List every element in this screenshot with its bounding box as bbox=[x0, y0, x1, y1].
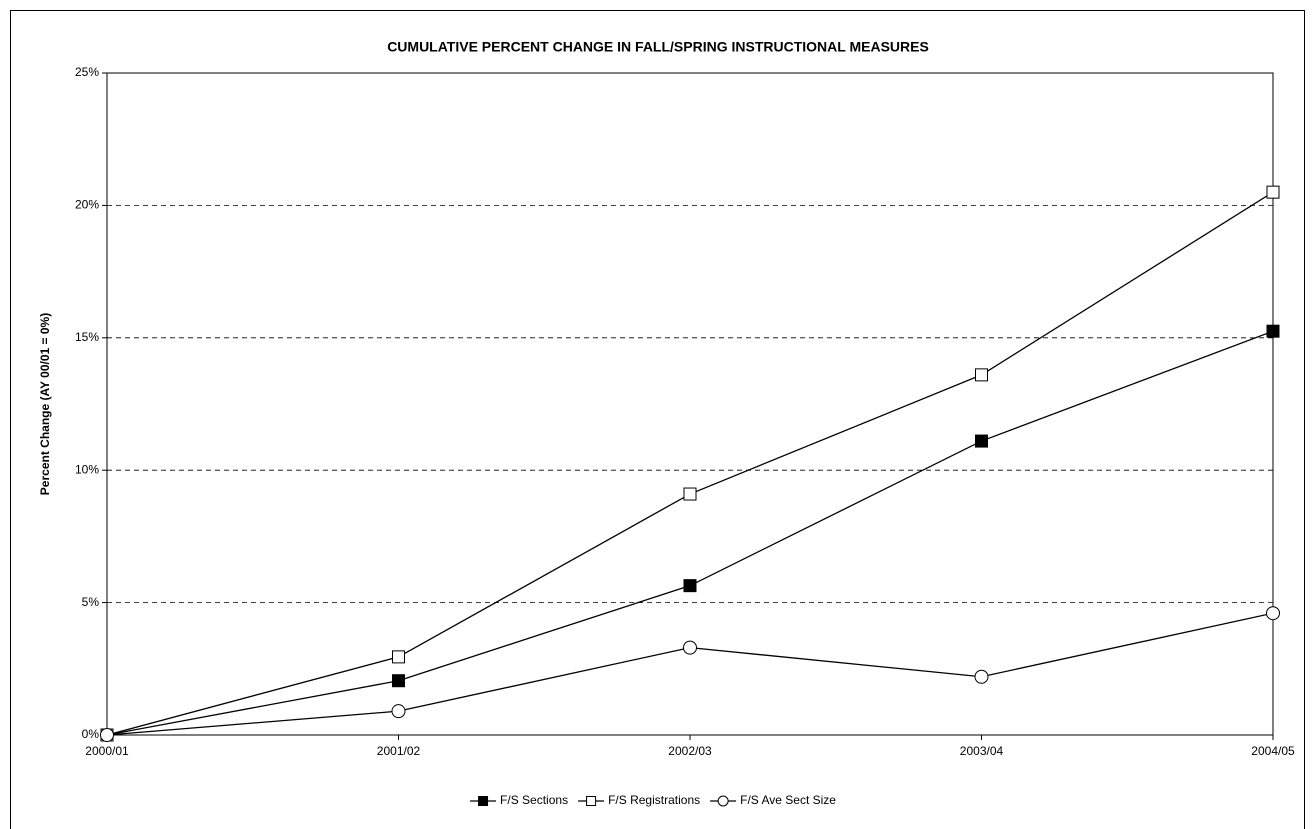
chart-border bbox=[10, 10, 1305, 829]
data-point bbox=[100, 728, 114, 742]
legend-label: F/S Registrations bbox=[608, 793, 700, 807]
data-point bbox=[1266, 185, 1280, 199]
data-point bbox=[683, 487, 697, 501]
data-point bbox=[975, 368, 988, 382]
data-point bbox=[1266, 324, 1280, 338]
x-tick-label: 2000/01 bbox=[85, 744, 129, 758]
data-point bbox=[975, 434, 988, 448]
legend-label: F/S Ave Sect Size bbox=[740, 793, 836, 807]
x-tick-label: 2004/05 bbox=[1251, 744, 1295, 758]
y-tick-label: 25% bbox=[75, 65, 99, 79]
legend: F/S Sections F/S Registrations F/S Ave Sec… bbox=[470, 793, 836, 807]
legend-item: F/S Registrations bbox=[578, 793, 700, 807]
legend-marker bbox=[717, 795, 729, 807]
legend-label: F/S Sections bbox=[500, 793, 568, 807]
data-point bbox=[974, 669, 989, 684]
data-point bbox=[683, 579, 697, 593]
legend-item: F/S Ave Sect Size bbox=[710, 793, 836, 807]
y-tick-label: 10% bbox=[75, 462, 99, 476]
data-point bbox=[392, 650, 405, 664]
data-point bbox=[683, 640, 697, 655]
y-tick-label: 20% bbox=[75, 198, 99, 212]
x-tick-label: 2003/04 bbox=[960, 744, 1004, 758]
y-axis-label: Percent Change (AY 00/01 = 0%) bbox=[38, 313, 52, 495]
data-point bbox=[392, 674, 405, 688]
x-tick-label: 2001/02 bbox=[377, 744, 421, 758]
legend-marker bbox=[586, 796, 597, 806]
legend-item: F/S Sections bbox=[470, 793, 568, 807]
chart-title: CUMULATIVE PERCENT CHANGE IN FALL/SPRING… bbox=[387, 39, 929, 55]
y-tick-label: 15% bbox=[75, 330, 99, 344]
data-point bbox=[391, 704, 406, 719]
x-tick-label: 2002/03 bbox=[668, 744, 712, 758]
y-tick-label: 5% bbox=[82, 595, 100, 609]
data-point bbox=[1266, 606, 1280, 621]
y-tick-label: 0% bbox=[82, 727, 100, 741]
legend-marker bbox=[478, 796, 489, 806]
